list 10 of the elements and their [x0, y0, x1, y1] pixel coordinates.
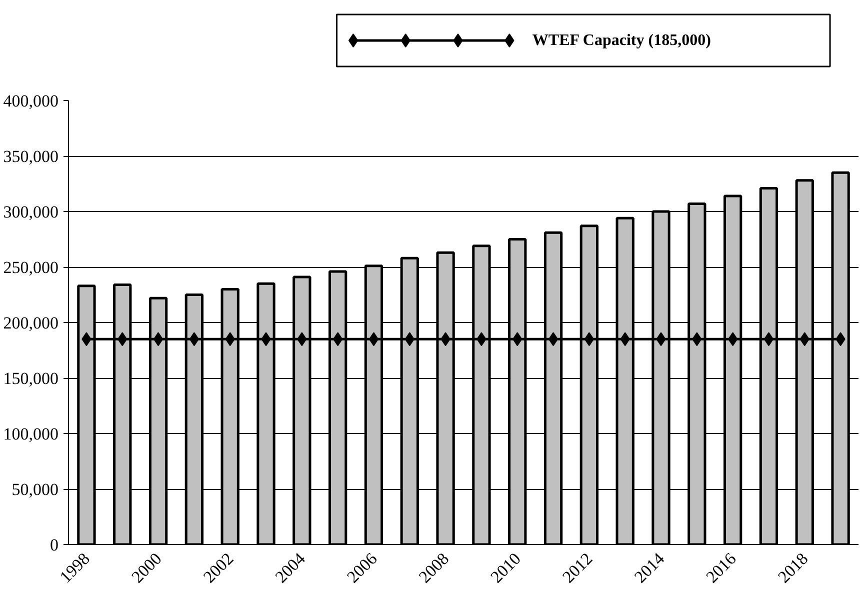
y-tick-label: 350,000 [3, 147, 58, 166]
y-tick-label: 100,000 [3, 424, 58, 444]
legend-label: WTEF Capacity (185,000) [532, 32, 711, 49]
y-tick-label: 150,000 [3, 369, 58, 388]
y-tick-label: 400,000 [3, 92, 58, 110]
y-tick-label: 50,000 [12, 480, 58, 499]
y-tick-label: 250,000 [3, 258, 58, 277]
y-tick-label: 0 [50, 536, 58, 554]
y-tick-label: 300,000 [3, 202, 58, 222]
y-tick-label: 200,000 [3, 314, 58, 332]
